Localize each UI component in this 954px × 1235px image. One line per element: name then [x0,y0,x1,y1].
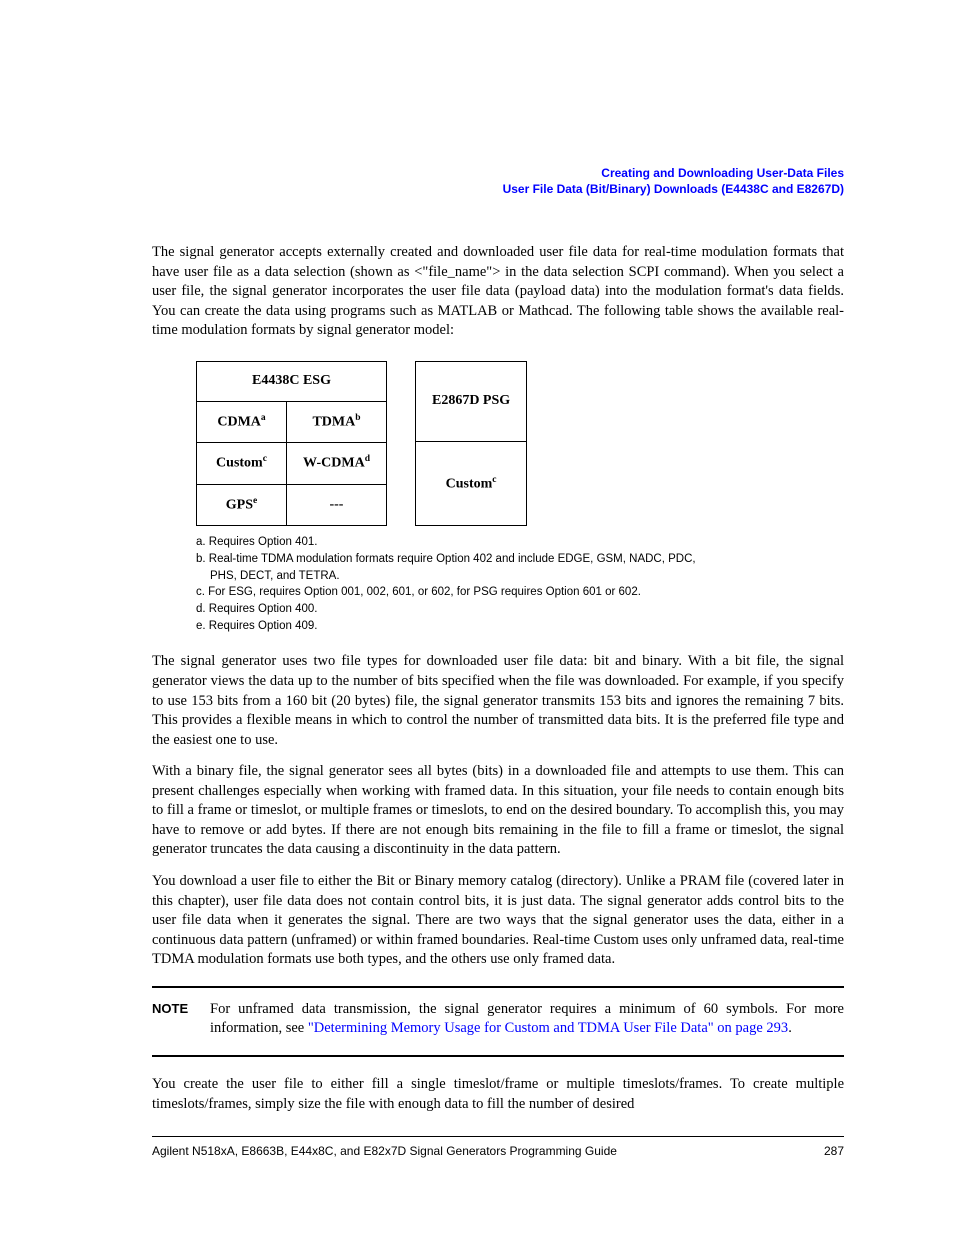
footnote-c: c. For ESG, requires Option 001, 002, 60… [196,584,844,601]
cell-wcdma: W-CDMAd [287,443,387,485]
esg-table-header: E4438C ESG [197,361,387,401]
binary-file-paragraph: With a binary file, the signal generator… [152,762,844,860]
bit-file-paragraph: The signal generator uses two file types… [152,652,844,750]
closing-paragraph: You create the user file to either fill … [152,1075,844,1114]
cell-custom: Customc [197,443,287,485]
note-text: For unframed data transmission, the sign… [210,1000,844,1039]
table-row: Customc W-CDMAd [197,443,387,485]
header-chapter-title: Creating and Downloading User-Data Files [503,165,844,181]
cell-empty: --- [287,484,387,526]
download-paragraph: You download a user file to either the B… [152,872,844,970]
page-content: The signal generator accepts externally … [152,243,844,1159]
table-row: Customc [415,442,526,526]
footer-guide-title: Agilent N518xA, E8663B, E44x8C, and E82x… [152,1143,617,1159]
cell-custom-psg: Customc [415,442,526,526]
footnote-b-cont: PHS, DECT, and TETRA. [196,568,844,585]
footer-page-number: 287 [824,1143,844,1159]
note-link[interactable]: "Determining Memory Usage for Custom and… [308,1020,788,1036]
footnote-d: d. Requires Option 400. [196,601,844,618]
psg-table-header: E2867D PSG [415,361,526,442]
footnote-b: b. Real-time TDMA modulation formats req… [196,551,844,568]
note-label: NOTE [152,1000,210,1039]
page-footer: Agilent N518xA, E8663B, E44x8C, and E82x… [152,1143,844,1159]
table-footnotes: a. Requires Option 401. b. Real-time TDM… [196,534,844,634]
cell-tdma: TDMAb [287,401,387,443]
intro-paragraph: The signal generator accepts externally … [152,243,844,341]
model-tables-row: E4438C ESG CDMAa TDMAb Customc W-CDMAd G… [196,361,844,527]
footnote-e: e. Requires Option 409. [196,618,844,635]
table-row: GPSe --- [197,484,387,526]
cell-gps: GPSe [197,484,287,526]
page-header: Creating and Downloading User-Data Files… [503,165,844,197]
esg-table: E4438C ESG CDMAa TDMAb Customc W-CDMAd G… [196,361,387,527]
footnote-a: a. Requires Option 401. [196,534,844,551]
note-block: NOTE For unframed data transmission, the… [152,986,844,1057]
footer-rule [152,1136,844,1137]
table-row: CDMAa TDMAb [197,401,387,443]
cell-cdma: CDMAa [197,401,287,443]
header-section-title: User File Data (Bit/Binary) Downloads (E… [503,181,844,197]
psg-table: E2867D PSG Customc [415,361,527,527]
